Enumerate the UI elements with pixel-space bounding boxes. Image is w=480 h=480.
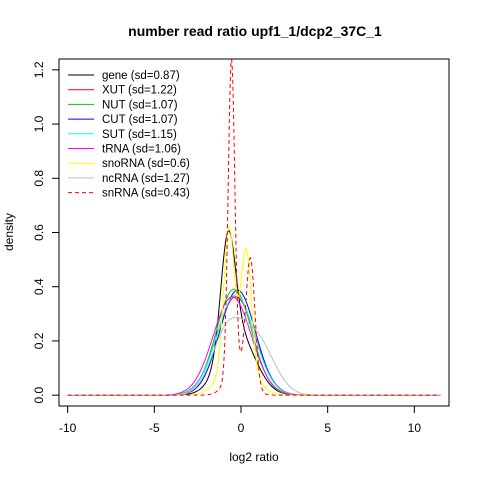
chart-title: number read ratio upf1_1/dcp2_37C_1 xyxy=(128,23,382,39)
y-axis: 0.0 0.2 0.4 0.6 0.8 1.0 1.2 xyxy=(32,61,60,404)
legend-entry: gene (sd=0.87) xyxy=(102,70,180,82)
x-axis: -10 -5 0 5 10 xyxy=(59,405,422,435)
legend-entry: tRNA (sd=1.06) xyxy=(102,144,181,156)
legend: gene (sd=0.87) XUT (sd=1.22) NUT (sd=1.07)… xyxy=(68,70,190,200)
y-tick-label: 0.4 xyxy=(32,278,46,295)
legend-entry: ncRNA (sd=1.27) xyxy=(102,173,190,185)
x-tick-label: -10 xyxy=(59,421,77,435)
series-line-0 xyxy=(67,230,441,396)
x-tick-label: 10 xyxy=(408,421,422,435)
y-tick-label: 1.0 xyxy=(32,115,46,132)
y-tick-label: 0.0 xyxy=(32,386,46,403)
series-line-1 xyxy=(67,296,441,396)
legend-entry: snRNA (sd=0.43) xyxy=(102,188,190,200)
y-tick-label: 1.2 xyxy=(32,61,46,78)
x-tick-label: 0 xyxy=(238,421,245,435)
y-tick-label: 0.2 xyxy=(32,332,46,349)
density-curves xyxy=(67,59,441,396)
legend-entry: NUT (sd=1.07) xyxy=(102,99,178,111)
y-tick-label: 0.6 xyxy=(32,224,46,241)
x-tick-label: -5 xyxy=(149,421,160,435)
series-line-5 xyxy=(67,296,441,396)
x-axis-label: log2 ratio xyxy=(229,450,279,464)
legend-entry: SUT (sd=1.15) xyxy=(102,129,177,141)
legend-entry: XUT (sd=1.22) xyxy=(102,85,177,97)
y-axis-label: density xyxy=(2,213,16,251)
series-line-6 xyxy=(67,226,441,396)
y-tick-label: 0.8 xyxy=(32,170,46,187)
x-tick-label: 5 xyxy=(324,421,331,435)
legend-entry: snoRNA (sd=0.6) xyxy=(102,158,190,170)
series-line-8 xyxy=(67,59,441,396)
legend-entry: CUT (sd=1.07) xyxy=(102,114,178,126)
